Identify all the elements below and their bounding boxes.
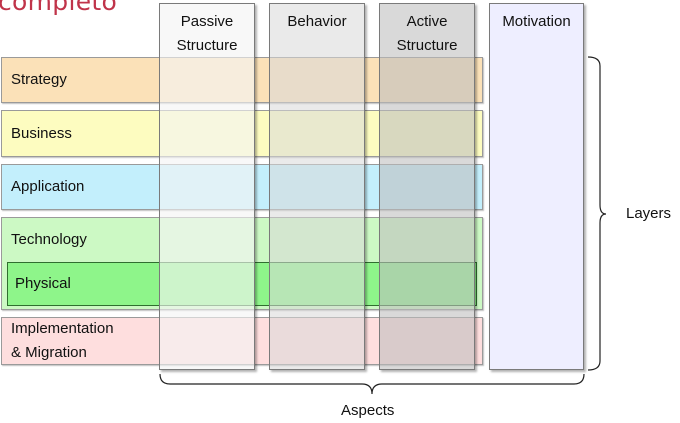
layers-bracket-label: Layers [626,205,672,222]
layer-label-business: Business [11,125,72,142]
aspect-behavior: Behavior [269,3,365,370]
aspect-title-line1: Motivation [502,13,571,30]
aspect-title-line2: Structure [396,37,458,54]
aspect-motivation: Motivation [489,3,584,370]
aspect-title-behavior: Behavior [270,10,364,34]
aspect-passive-structure: Passive Structure [159,3,255,370]
aspect-title-line2: Structure [176,37,238,54]
layer-label-technology: Technology [11,231,87,248]
aspect-title-motivation: Motivation [490,10,583,34]
aspect-title-line1: Behavior [287,13,347,30]
layer-label-migration: & Migration [11,344,87,361]
aspect-title-active-structure: Active Structure [380,10,474,58]
layer-label-physical: Physical [15,275,71,292]
aspect-title-passive-structure: Passive Structure [160,10,254,58]
aspect-title-line1: Active [406,13,448,30]
aspects-bracket-label: Aspects [341,402,395,419]
aspect-title-line1: Passive [180,13,234,30]
aspect-active-structure: Active Structure [379,3,475,370]
header-word: completo [0,0,118,16]
layer-label-application: Application [11,178,85,195]
layer-label-strategy: Strategy [11,71,67,88]
layer-label-implementation: Implementation [11,320,114,337]
